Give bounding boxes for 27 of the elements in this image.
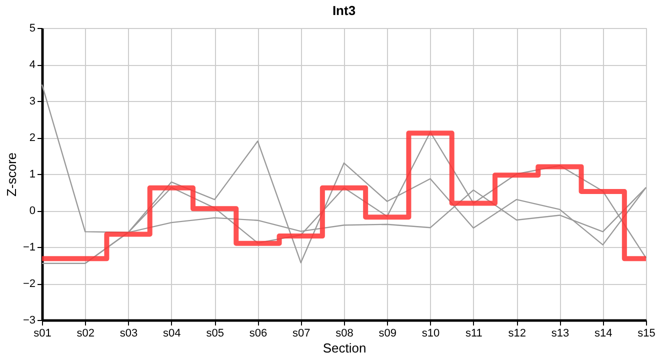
y-tick-label: −3 [22,314,36,326]
x-tick-label: s04 [163,328,181,340]
y-tick-label: 4 [29,59,36,71]
x-tick-label: s01 [34,328,52,340]
x-tick-label: s10 [422,328,440,340]
x-tick-label: s05 [206,328,224,340]
x-tick-label: s06 [249,328,268,340]
x-tick-label: s08 [336,328,354,340]
x-tick-label: s15 [638,328,656,340]
y-tick-label: −2 [22,278,36,290]
x-axis-title: Section [322,340,366,356]
y-tick-label: −1 [22,242,36,254]
y-tick-label: 3 [29,96,36,108]
x-tick-label: s12 [508,328,526,340]
x-tick-label: s03 [120,328,138,340]
x-tick-label: s02 [76,328,95,340]
x-tick-label: s11 [465,328,482,340]
x-tick-label: s13 [551,328,570,340]
y-tick-label: 1 [29,168,36,180]
y-axis-title: Z-score [4,152,19,197]
y-tick-label: 0 [29,205,36,217]
x-tick-label: s09 [378,328,397,340]
x-tick-label: s07 [292,328,310,340]
x-tick-label: s14 [594,328,612,340]
y-tick-label: 2 [29,132,36,144]
chart-title: Int3 [332,3,356,18]
y-tick-label: 5 [29,22,36,34]
